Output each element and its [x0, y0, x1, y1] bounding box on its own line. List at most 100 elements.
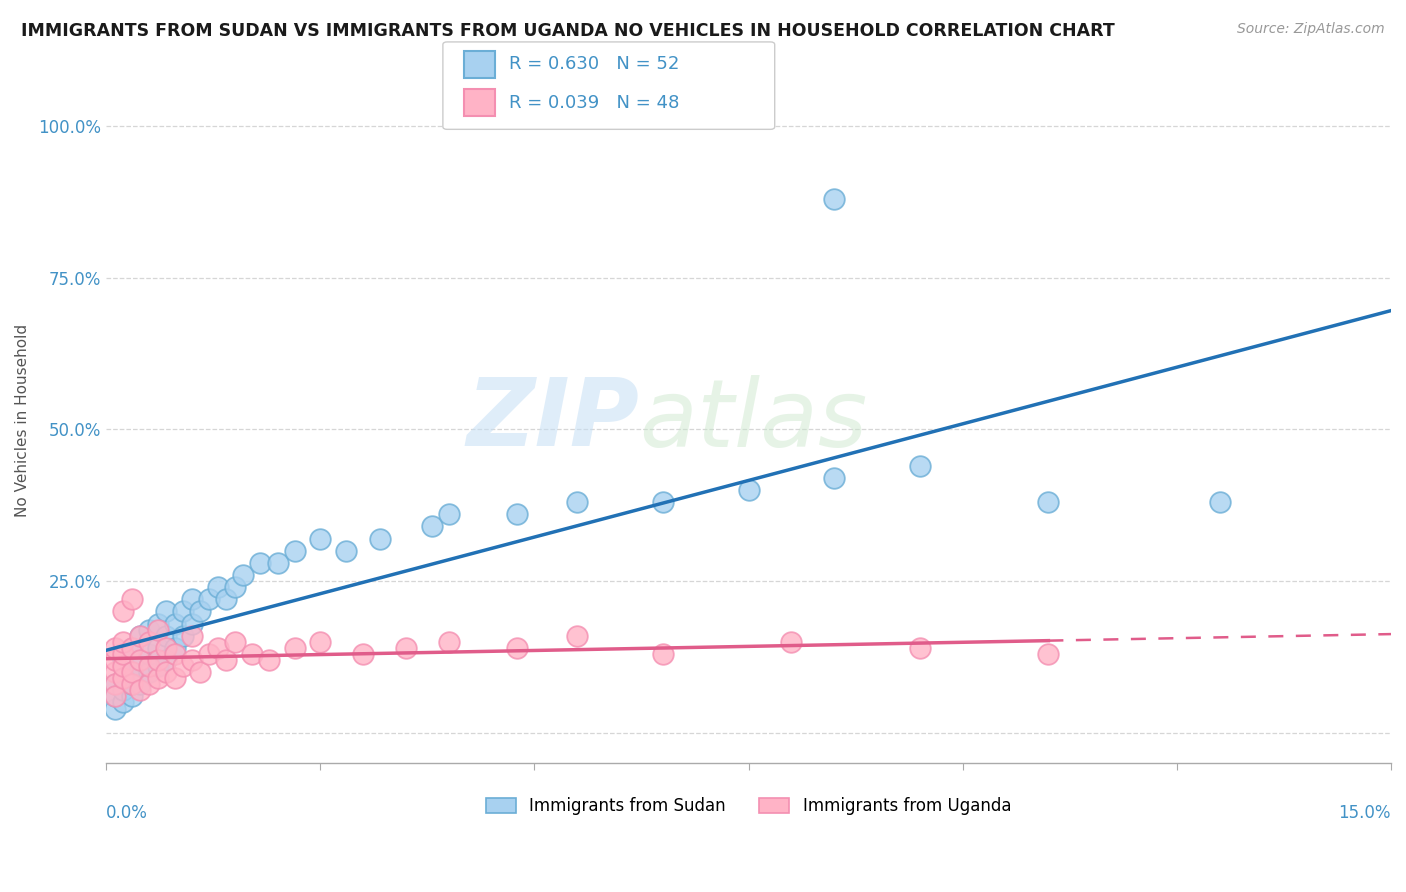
Point [155, 640, 177, 655]
Point [146, 653, 169, 667]
Point [284, 640, 307, 655]
Point [129, 653, 152, 667]
Point [198, 592, 221, 607]
Point [1038, 647, 1060, 661]
Point [172, 629, 194, 643]
Point [266, 556, 288, 570]
Point [232, 568, 254, 582]
Point [823, 192, 845, 206]
Text: IMMIGRANTS FROM SUDAN VS IMMIGRANTS FROM UGANDA NO VEHICLES IN HOUSEHOLD CORRELA: IMMIGRANTS FROM SUDAN VS IMMIGRANTS FROM… [21, 22, 1115, 40]
Point [284, 543, 307, 558]
Point [138, 647, 160, 661]
Point [129, 659, 152, 673]
Point [309, 532, 332, 546]
Point [908, 640, 931, 655]
Point [104, 701, 127, 715]
Y-axis label: No Vehicles in Household: No Vehicles in Household [15, 324, 30, 516]
Point [395, 640, 418, 655]
Point [146, 659, 169, 673]
Text: 15.0%: 15.0% [1339, 805, 1391, 822]
Point [138, 665, 160, 679]
Point [129, 629, 152, 643]
Text: atlas: atlas [640, 375, 868, 466]
Point [121, 640, 143, 655]
Point [437, 634, 460, 648]
Point [368, 532, 391, 546]
Point [335, 543, 357, 558]
Text: R = 0.630   N = 52: R = 0.630 N = 52 [509, 55, 679, 73]
Point [190, 665, 212, 679]
Point [121, 677, 143, 691]
Point [146, 640, 169, 655]
Point [1038, 495, 1060, 509]
Point [1208, 495, 1230, 509]
Point [104, 653, 127, 667]
Point [121, 677, 143, 691]
Point [224, 580, 246, 594]
Point [112, 671, 135, 685]
Point [180, 629, 202, 643]
Point [121, 640, 143, 655]
Point [180, 616, 202, 631]
Point [652, 495, 675, 509]
Text: Source: ZipAtlas.com: Source: ZipAtlas.com [1237, 22, 1385, 37]
Point [257, 653, 280, 667]
Point [121, 690, 143, 704]
Point [172, 604, 194, 618]
Point [567, 629, 589, 643]
Point [567, 495, 589, 509]
Point [737, 483, 759, 497]
Point [146, 616, 169, 631]
Point [163, 640, 186, 655]
Point [138, 659, 160, 673]
Point [121, 665, 143, 679]
Point [138, 634, 160, 648]
Point [823, 471, 845, 485]
Point [112, 695, 135, 709]
Point [112, 647, 135, 661]
Point [163, 647, 186, 661]
Point [180, 653, 202, 667]
Point [138, 623, 160, 637]
Point [249, 556, 271, 570]
Point [104, 690, 127, 704]
Point [506, 508, 529, 522]
Point [207, 580, 229, 594]
Point [104, 640, 127, 655]
Point [240, 647, 263, 661]
Point [437, 508, 460, 522]
Point [309, 634, 332, 648]
Point [146, 671, 169, 685]
Point [112, 604, 135, 618]
Text: R = 0.039   N = 48: R = 0.039 N = 48 [509, 94, 679, 112]
Point [506, 640, 529, 655]
Point [163, 616, 186, 631]
Point [215, 592, 238, 607]
Point [652, 647, 675, 661]
Point [198, 647, 221, 661]
Point [190, 604, 212, 618]
Point [104, 677, 127, 691]
Point [138, 677, 160, 691]
Point [207, 640, 229, 655]
Text: ZIP: ZIP [467, 375, 640, 467]
Point [129, 683, 152, 698]
Point [121, 665, 143, 679]
Point [180, 592, 202, 607]
Point [155, 629, 177, 643]
Point [121, 592, 143, 607]
Point [215, 653, 238, 667]
Point [224, 634, 246, 648]
Point [420, 519, 443, 533]
Point [352, 647, 374, 661]
Point [112, 659, 135, 673]
Point [155, 604, 177, 618]
Point [112, 671, 135, 685]
Point [104, 690, 127, 704]
Point [146, 623, 169, 637]
Point [104, 677, 127, 691]
Point [172, 659, 194, 673]
Point [908, 458, 931, 473]
Point [155, 665, 177, 679]
Point [112, 683, 135, 698]
